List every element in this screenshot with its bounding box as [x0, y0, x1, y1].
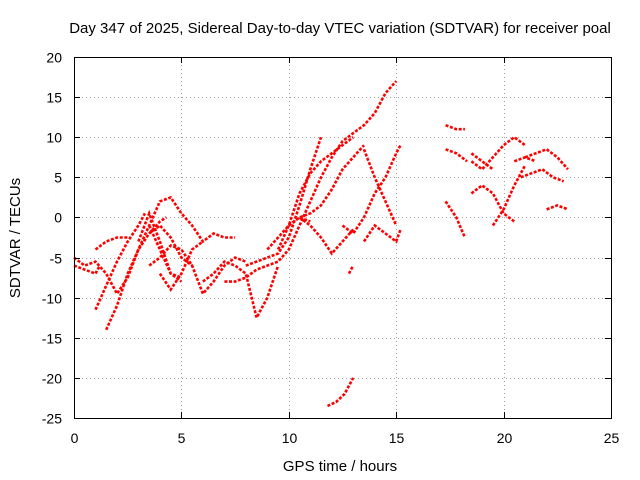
y-tick-label: -25	[42, 411, 62, 427]
y-tick-label: -20	[42, 371, 62, 387]
data-series-track12	[224, 80, 398, 283]
data-series-group	[73, 80, 569, 408]
data-series-track33	[513, 155, 537, 163]
data-series-track25	[444, 200, 467, 239]
data-series-track10	[148, 224, 182, 279]
data-series-track07	[148, 243, 247, 297]
chart-title: Day 347 of 2025, Sidereal Day-to-day VTE…	[69, 20, 611, 37]
data-series-track09	[158, 240, 204, 292]
y-tick-label: -5	[50, 251, 63, 267]
data-series-track17	[288, 215, 311, 227]
data-series-track27	[470, 183, 516, 223]
data-series-track23	[445, 148, 468, 163]
data-series-track22	[362, 148, 398, 227]
data-series-track24	[445, 123, 465, 131]
data-series-track19	[347, 264, 355, 275]
data-series-track03	[94, 212, 147, 311]
data-series-track13	[245, 136, 323, 267]
y-axis-label: SDTVAR / TECUs	[7, 178, 24, 298]
data-series-track15	[266, 144, 365, 251]
y-tick-label: -15	[42, 331, 62, 347]
y-tick-label: 0	[54, 210, 62, 226]
data-series-track01	[73, 195, 236, 297]
data-series-track04	[105, 216, 168, 331]
data-series-track18	[326, 377, 355, 408]
data-series-track26	[470, 135, 526, 172]
x-axis-label: GPS time / hours	[283, 458, 397, 475]
x-tick-label: 10	[282, 430, 298, 446]
data-series-track31	[524, 147, 569, 171]
data-series-track16	[298, 216, 355, 256]
data-series-track11	[202, 260, 280, 322]
y-tick-label: 10	[46, 130, 62, 146]
data-series-track05	[94, 236, 128, 251]
grid-lines	[74, 57, 611, 418]
y-tick-label: -10	[42, 291, 62, 307]
x-tick-label: 15	[389, 430, 405, 446]
x-tick-label: 5	[178, 430, 186, 446]
x-tick-label: 20	[497, 430, 513, 446]
x-tick-label: 25	[604, 430, 620, 446]
data-series-track28	[491, 164, 527, 227]
data-series-track08	[148, 223, 193, 267]
y-tick-label: 15	[46, 90, 62, 106]
plot-frame	[74, 57, 612, 419]
data-series-track21	[362, 223, 402, 244]
data-series-track32	[546, 204, 569, 211]
axis-ticks: 0 5 10 15 20 25 20 15 10 5 0 -5 -10 -15 -20 -25	[42, 50, 620, 447]
y-tick-label: 20	[46, 50, 62, 66]
y-tick-label: 5	[54, 170, 62, 186]
data-series-track02	[73, 264, 101, 276]
data-series-track30	[520, 167, 565, 183]
x-tick-label: 0	[71, 430, 79, 446]
